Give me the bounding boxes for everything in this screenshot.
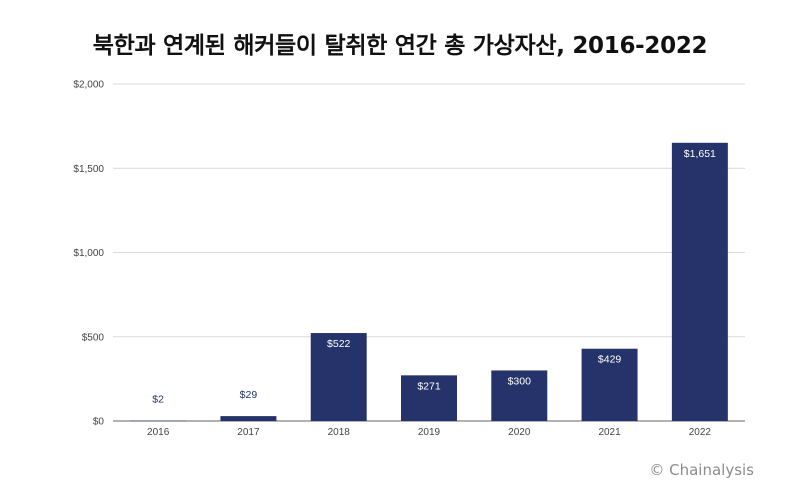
data-label: $271 xyxy=(417,380,441,392)
x-tick-label: 2019 xyxy=(418,427,441,438)
x-tick-label: 2021 xyxy=(598,427,621,438)
data-label: $1,651 xyxy=(684,148,716,160)
bar-2018 xyxy=(310,333,367,421)
y-tick-label: $2,000 xyxy=(73,80,104,91)
bar-2016 xyxy=(130,420,187,422)
bar-2019 xyxy=(401,375,457,421)
x-tick-label: 2016 xyxy=(147,427,170,438)
x-tick-label: 2017 xyxy=(237,427,260,438)
chainalysis-credit: © Chainalysis xyxy=(649,461,754,479)
y-tick-label: $1,000 xyxy=(73,248,104,259)
y-tick-label: $0 xyxy=(93,417,105,428)
y-tick-label: $500 xyxy=(82,332,105,343)
bar-2021 xyxy=(581,348,638,421)
data-label: $2 xyxy=(152,394,164,406)
bar-2022 xyxy=(671,142,728,421)
x-tick-label: 2018 xyxy=(328,427,351,438)
bar-2017 xyxy=(220,416,277,421)
data-label: $29 xyxy=(240,389,258,401)
data-label: $300 xyxy=(508,375,532,387)
y-tick-label: $1,500 xyxy=(73,164,104,175)
x-tick-label: 2020 xyxy=(508,427,531,438)
data-label: $429 xyxy=(598,354,622,366)
bar-2020 xyxy=(491,370,548,421)
data-label: $522 xyxy=(327,338,351,350)
chart-title: 북한과 연계된 해커들이 탈취한 연간 총 가상자산, 2016-2022 xyxy=(92,33,708,59)
x-tick-label: 2022 xyxy=(689,427,712,438)
